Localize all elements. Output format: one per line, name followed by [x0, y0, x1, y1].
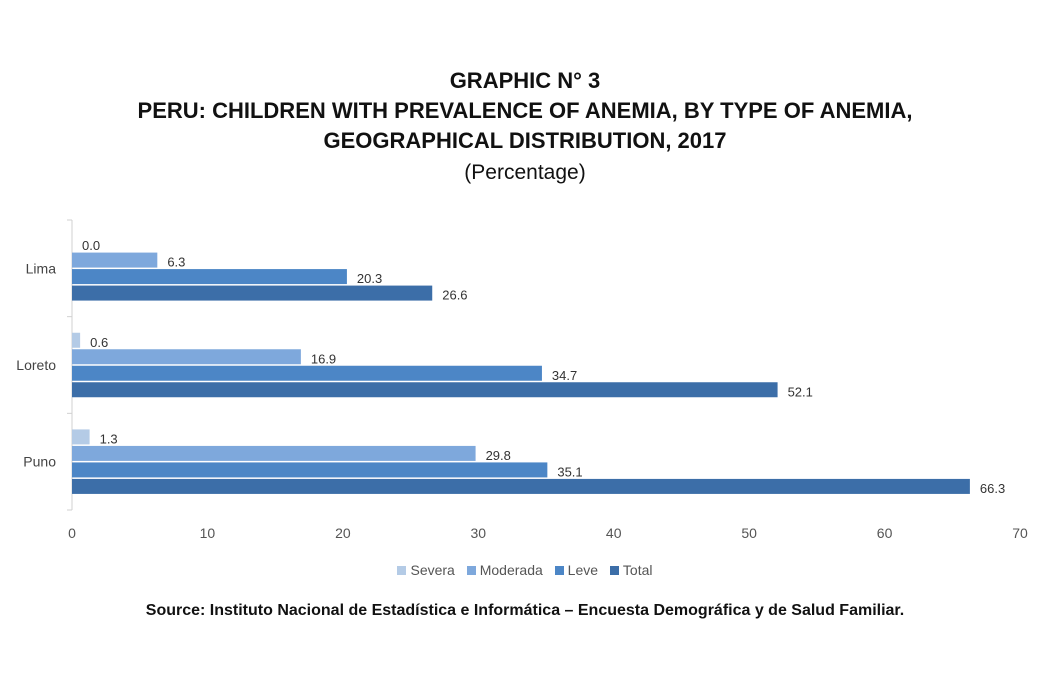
legend-label-total: Total [622, 562, 653, 578]
bar-total-puno [72, 478, 970, 494]
chart-title-line-1: GRAPHIC N° 3 [449, 68, 601, 93]
legend-label-severa: Severa [410, 562, 455, 578]
category-label: Lima [26, 260, 57, 276]
legend-swatch-moderada [466, 565, 476, 575]
chart-title-block: GRAPHIC N° 3 PERU: CHILDREN WITH PREVALE… [0, 66, 1050, 188]
bar-leve-puno [72, 462, 548, 478]
chart-legend: Severa Moderada Leve Total [0, 562, 1050, 578]
bar-moderada-loreto [72, 349, 301, 365]
bar-leve-loreto [72, 365, 542, 381]
data-label: 0.0 [82, 238, 100, 253]
legend-item-leve: Leve [554, 562, 599, 578]
data-label: 35.1 [557, 464, 582, 479]
chart-title-line-3: GEOGRAPHICAL DISTRIBUTION, 2017 [323, 128, 727, 153]
data-label: 52.1 [788, 384, 813, 399]
legend-label-leve: Leve [567, 562, 599, 578]
bar-moderada-lima [72, 252, 158, 268]
data-label: 66.3 [980, 481, 1005, 496]
chart-subtitle: (Percentage) [464, 161, 586, 184]
bar-total-loreto [72, 382, 778, 398]
x-tick-label: 60 [877, 525, 893, 541]
category-label: Loreto [16, 357, 56, 373]
data-label: 34.7 [552, 368, 577, 383]
legend-item-total: Total [609, 562, 653, 578]
bar-moderada-puno [72, 445, 476, 461]
legend-swatch-leve [554, 565, 564, 575]
bar-leve-lima [72, 269, 347, 285]
x-tick-label: 20 [335, 525, 351, 541]
x-tick-label: 10 [200, 525, 216, 541]
data-label: 0.6 [90, 335, 108, 350]
data-label: 6.3 [167, 255, 185, 270]
bar-severa-loreto [72, 332, 81, 348]
x-tick-label: 0 [68, 525, 76, 541]
x-tick-label: 70 [1012, 525, 1028, 541]
legend-swatch-severa [397, 565, 407, 575]
data-label: 1.3 [100, 431, 118, 446]
x-tick-label: 40 [606, 525, 622, 541]
x-tick-label: 30 [470, 525, 486, 541]
bar-total-lima [72, 285, 433, 301]
legend-label-moderada: Moderada [479, 562, 543, 578]
category-label: Puno [23, 454, 56, 470]
bar-chart: 0 10 20 30 40 50 60 70 Lima 0.0 6.3 20.3 26.6 Loreto 0… [16, 219, 1028, 541]
data-label: 20.3 [357, 271, 382, 286]
legend-item-moderada: Moderada [466, 562, 543, 578]
data-label: 16.9 [311, 351, 336, 366]
x-tick-label: 50 [741, 525, 757, 541]
legend-swatch-total [609, 565, 619, 575]
chart-title-line-2: PERU: CHILDREN WITH PREVALENCE OF ANEMIA… [137, 98, 913, 123]
bar-severa-puno [72, 429, 90, 445]
data-label: 26.6 [442, 288, 467, 303]
source-note: Source: Instituto Nacional de Estadístic… [145, 602, 905, 619]
data-label: 29.8 [486, 448, 511, 463]
legend-item-severa: Severa [397, 562, 455, 578]
